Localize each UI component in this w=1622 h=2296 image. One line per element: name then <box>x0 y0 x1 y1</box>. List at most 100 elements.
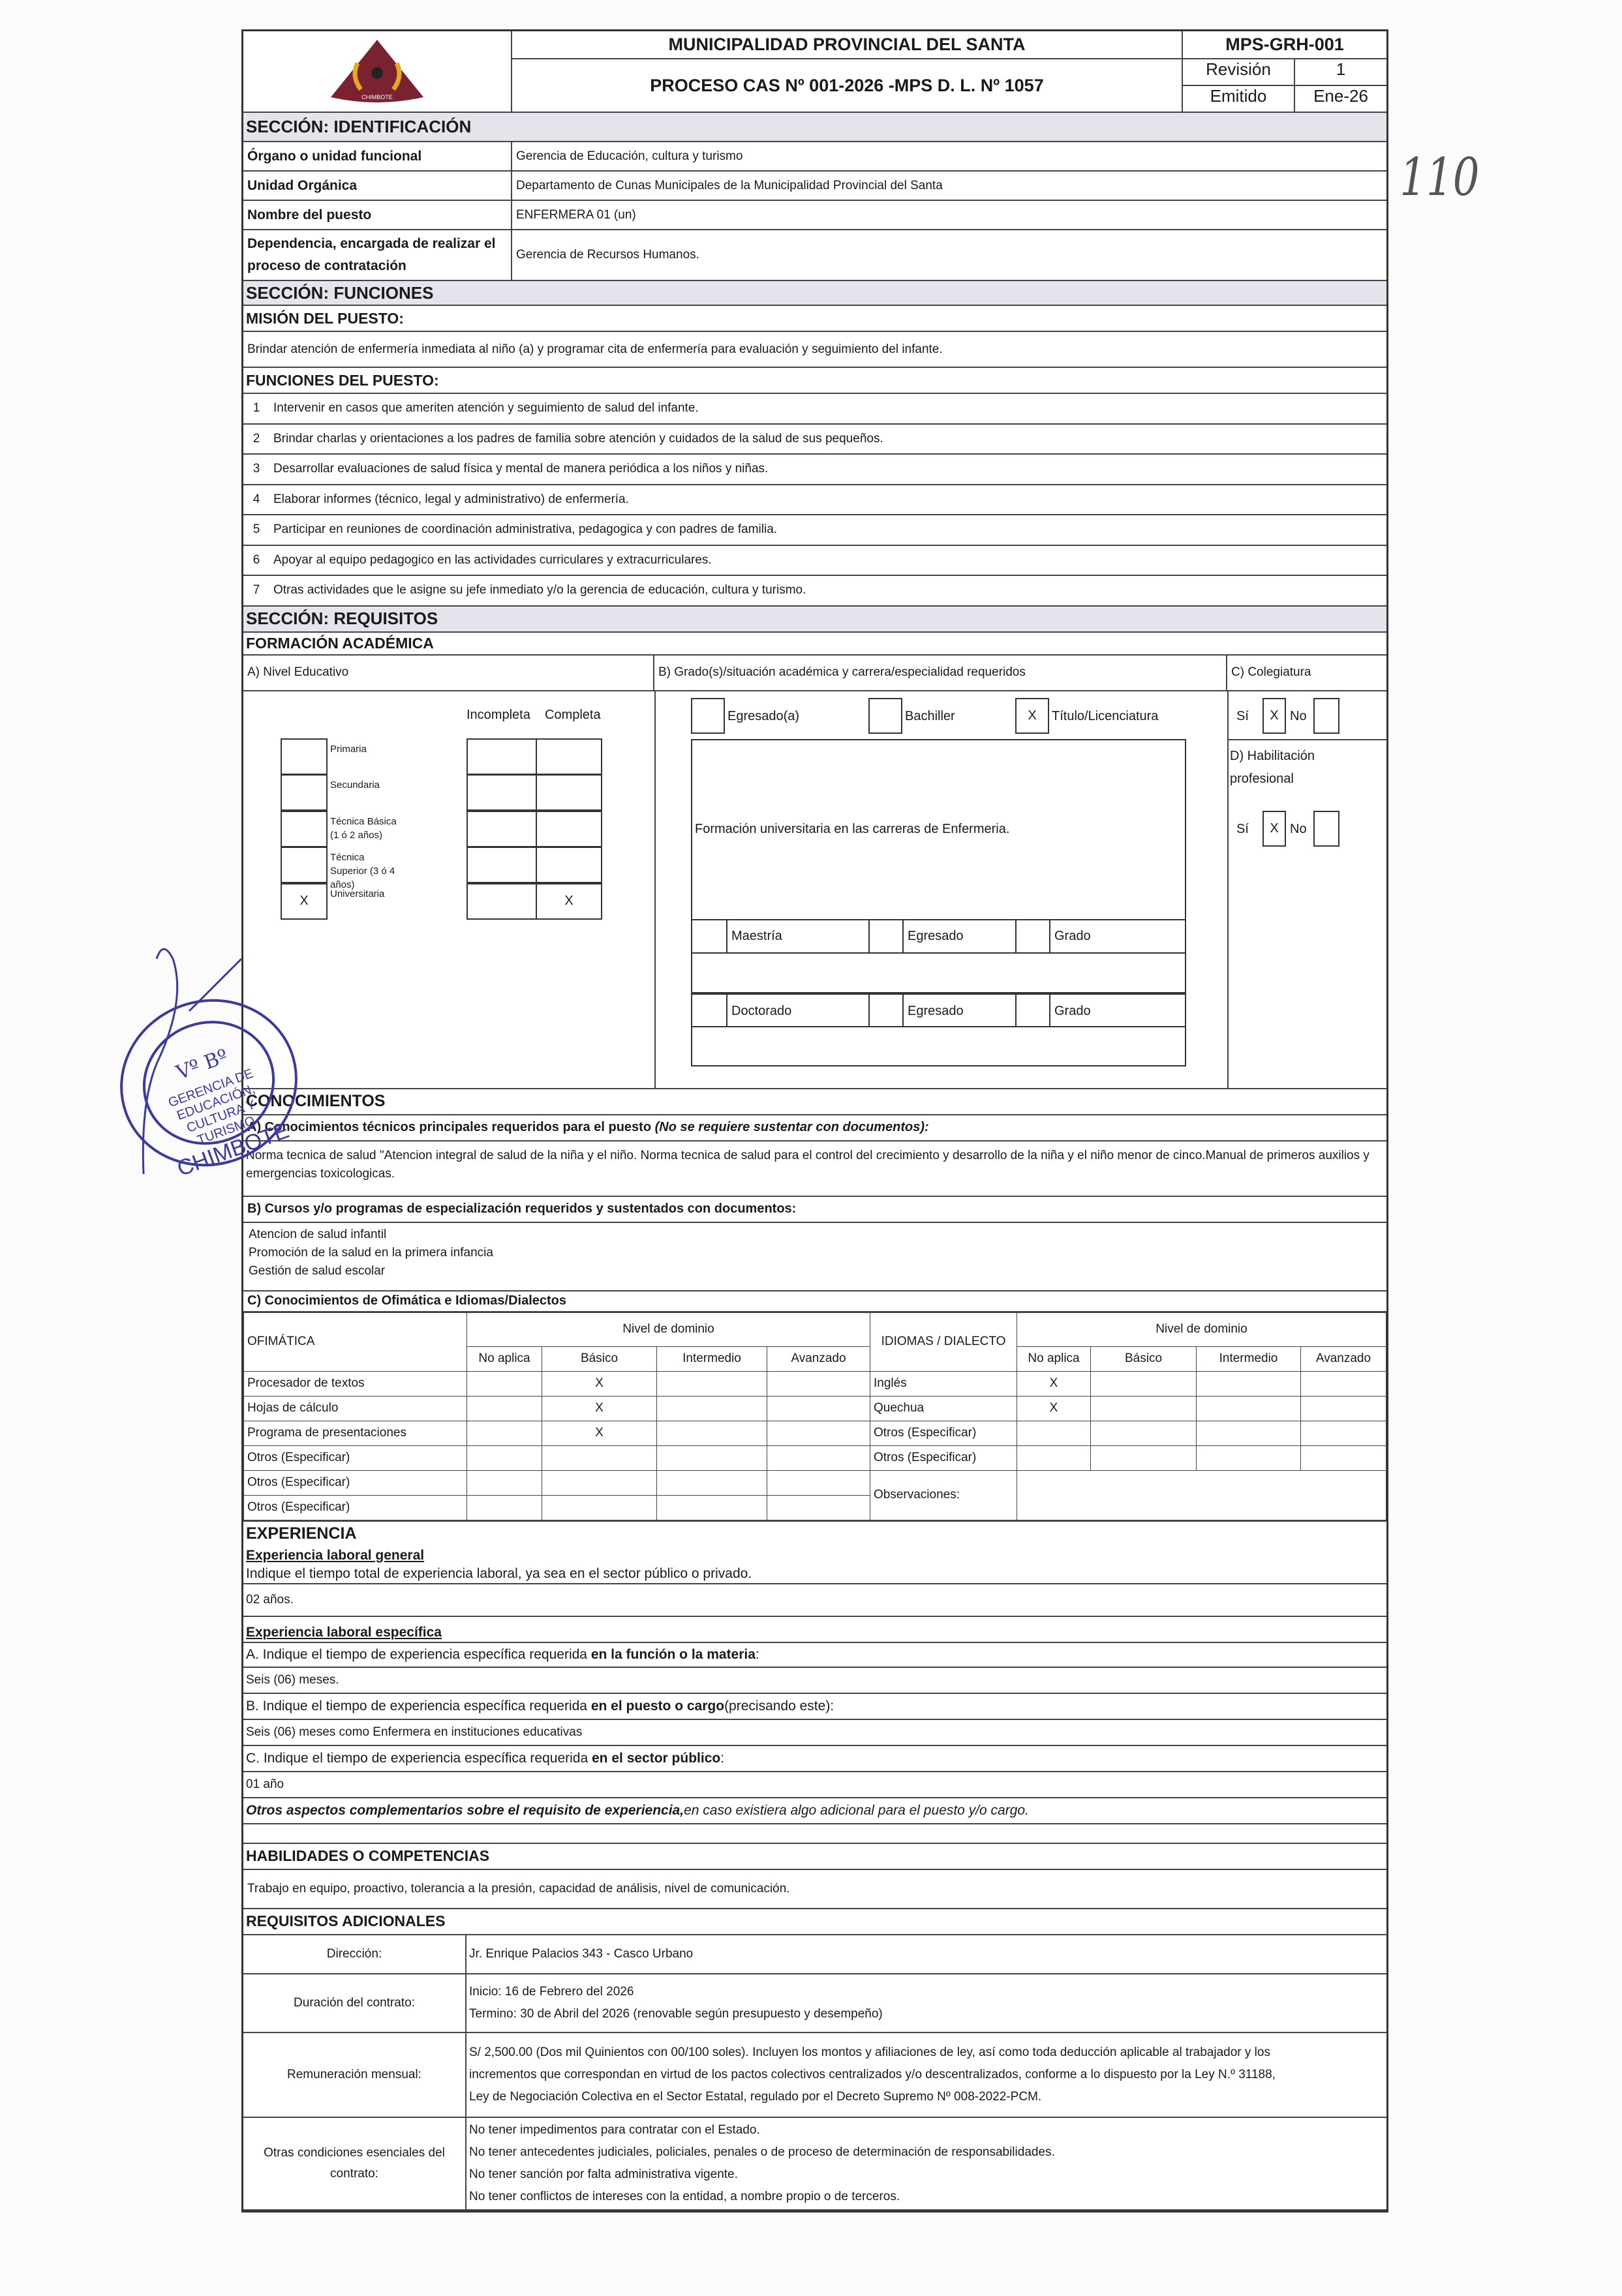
level-incompleta-cell[interactable] <box>467 774 537 811</box>
function-number: 3 <box>252 462 260 476</box>
process-title: PROCESO CAS Nº 001-2026 -MPS D. L. Nº 10… <box>650 75 1044 95</box>
id-row: Nombre del puesto ENFERMERA 01 (un) <box>243 201 1386 230</box>
language-level-cell[interactable] <box>1017 1445 1091 1471</box>
function-text: Apoyar al equipo pedagogico en las activ… <box>273 552 712 567</box>
level-completa-cell[interactable] <box>536 738 602 775</box>
skill-row: Otros (Especificar) Otros (Especificar) <box>243 1445 1386 1471</box>
egresado-checkbox[interactable] <box>691 697 725 734</box>
exp-a-question: A. Indique el tiempo de experiencia espe… <box>246 1646 587 1662</box>
grado-label: Grado <box>1054 1003 1091 1018</box>
office-level-cell[interactable] <box>467 1395 542 1421</box>
office-level-cell[interactable] <box>542 1470 657 1496</box>
language-level-cell[interactable] <box>1090 1420 1197 1446</box>
colegiatura-no-checkbox[interactable] <box>1313 697 1339 734</box>
level-checkbox[interactable] <box>281 774 328 811</box>
habilitacion-si-checkbox[interactable]: X <box>1262 810 1286 847</box>
office-level-cell[interactable] <box>767 1445 870 1471</box>
level-completa-cell[interactable] <box>536 810 602 847</box>
id-label: Órgano o unidad funcional <box>243 142 512 170</box>
office-level-cell[interactable] <box>467 1370 542 1397</box>
language-level-cell[interactable] <box>1090 1395 1197 1421</box>
doctorado-detail[interactable] <box>691 1025 1186 1066</box>
observaciones-field[interactable] <box>1017 1470 1386 1520</box>
language-level-cell[interactable] <box>1017 1420 1091 1446</box>
language-level-cell[interactable] <box>1300 1420 1386 1446</box>
level-completa-cell[interactable] <box>536 774 602 811</box>
level-header: Básico <box>1090 1346 1197 1372</box>
office-level-cell[interactable] <box>767 1395 870 1421</box>
experience-title: EXPERIENCIA <box>246 1524 357 1543</box>
course-item: Promoción de la salud en la primera infa… <box>249 1245 493 1260</box>
office-level-cell[interactable]: X <box>542 1420 657 1446</box>
level-checkbox[interactable] <box>281 738 328 775</box>
titulo-checkbox[interactable]: X <box>1015 697 1049 734</box>
office-level-cell[interactable] <box>767 1370 870 1397</box>
svg-text:CHIMBOTE: CHIMBOTE <box>361 94 393 100</box>
function-number: 2 <box>252 431 260 446</box>
habilitacion-no-checkbox[interactable] <box>1313 810 1339 847</box>
office-level-cell[interactable] <box>656 1445 767 1471</box>
function-text: Otras actividades que le asigne su jefe … <box>273 583 806 597</box>
office-level-cell[interactable] <box>767 1470 870 1496</box>
academic-body: Incompleta Completa Primaria Secundaria Té… <box>243 691 1386 1089</box>
skill-row: Programa de presentaciones X Otros (Especi… <box>243 1420 1386 1446</box>
office-level-cell[interactable] <box>467 1445 542 1471</box>
level-incompleta-cell[interactable] <box>467 847 537 883</box>
office-level-cell[interactable]: X <box>542 1395 657 1421</box>
level-incompleta-cell[interactable] <box>467 810 537 847</box>
level-completa-cell[interactable]: X <box>536 883 602 920</box>
exp-b-suffix: (precisando este): <box>724 1698 834 1714</box>
level-checkbox[interactable] <box>281 847 328 883</box>
level-checkbox[interactable]: X <box>281 883 328 920</box>
exp-other-answer <box>243 1824 1386 1844</box>
bachiller-checkbox[interactable] <box>868 697 902 734</box>
office-level-cell[interactable] <box>656 1395 767 1421</box>
level-checkbox[interactable] <box>281 810 328 847</box>
office-level-cell[interactable] <box>767 1494 870 1520</box>
office-level-cell[interactable] <box>467 1470 542 1496</box>
language-level-cell[interactable] <box>1196 1420 1301 1446</box>
office-level-cell[interactable] <box>656 1470 767 1496</box>
career-field[interactable]: Formación universitaria en las carreras … <box>691 738 1186 920</box>
maestria-detail[interactable] <box>691 952 1186 993</box>
language-level-cell[interactable] <box>1300 1370 1386 1397</box>
additional-line: No tener sanción por falta administrativ… <box>469 2167 738 2181</box>
function-item: 3 Desarrollar evaluaciones de salud físic… <box>243 455 1386 485</box>
knowledge-c-title: C) Conocimientos de Ofimática e Idiomas/… <box>243 1292 1386 1312</box>
office-level-cell[interactable] <box>467 1420 542 1446</box>
level-incompleta-cell[interactable] <box>467 883 537 920</box>
language-level-cell[interactable] <box>1090 1370 1197 1397</box>
office-level-cell[interactable] <box>542 1494 657 1520</box>
office-level-cell[interactable] <box>656 1370 767 1397</box>
mission-title: MISIÓN DEL PUESTO: <box>243 306 1386 332</box>
language-level-cell[interactable] <box>1300 1445 1386 1471</box>
office-level-cell[interactable] <box>467 1494 542 1520</box>
exp-b-answer: Seis (06) meses como Enfermera en instit… <box>243 1720 1386 1746</box>
language-level-cell[interactable] <box>1300 1395 1386 1421</box>
bachiller-label: Bachiller <box>905 708 955 723</box>
language-level-cell[interactable] <box>1196 1370 1301 1397</box>
level-incompleta-cell[interactable] <box>467 738 537 775</box>
office-skill-label: Otros (Especificar) <box>243 1470 467 1496</box>
language-level-cell[interactable] <box>1196 1445 1301 1471</box>
language-level-cell[interactable]: X <box>1017 1395 1091 1421</box>
language-level-cell[interactable] <box>1196 1395 1301 1421</box>
office-level-cell[interactable] <box>656 1494 767 1520</box>
chimbote-logo-icon: CHIMBOTE <box>331 40 423 102</box>
general-experience-title: Experiencia laboral general <box>246 1547 425 1563</box>
level-header: No aplica <box>467 1346 542 1372</box>
colegiatura-si-checkbox[interactable]: X <box>1262 697 1286 734</box>
office-level-cell[interactable] <box>542 1445 657 1471</box>
exp-a-answer: Seis (06) meses. <box>243 1668 1386 1694</box>
office-level-cell[interactable]: X <box>542 1370 657 1397</box>
office-level-cell[interactable] <box>767 1420 870 1446</box>
academic-title: FORMACIÓN ACADÉMICA <box>243 633 1386 656</box>
level-completa-cell[interactable] <box>536 847 602 883</box>
issued-value: Ene-26 <box>1313 86 1368 106</box>
language-level-cell[interactable]: X <box>1017 1370 1091 1397</box>
office-level-cell[interactable] <box>656 1420 767 1446</box>
function-text: Intervenir en casos que ameriten atenció… <box>273 401 699 415</box>
language-level-cell[interactable] <box>1090 1445 1197 1471</box>
specific-experience-title: Experiencia laboral específica <box>246 1624 442 1640</box>
logo: CHIMBOTE <box>243 31 512 112</box>
